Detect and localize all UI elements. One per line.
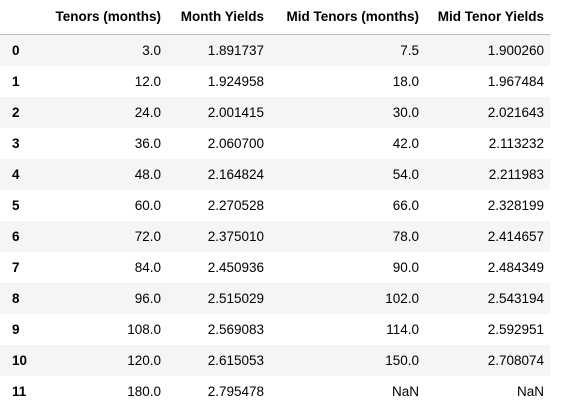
header-mid-tenors-months: Mid Tenors (months) xyxy=(270,0,425,35)
table-row: 0 3.0 1.891737 7.5 1.900260 xyxy=(0,34,550,66)
cell-mid-tenor: 30.0 xyxy=(392,105,419,120)
cell-month-yield: 1.891737 xyxy=(207,43,264,58)
cell-tenor: 36.0 xyxy=(134,136,161,151)
cell-mid-tenor-yield: 1.967484 xyxy=(487,74,544,89)
cell-mid-tenor-yield: 2.708074 xyxy=(487,353,544,368)
cell-mid-tenor: 114.0 xyxy=(386,322,419,337)
cell-mid-tenor: NaN xyxy=(391,384,419,399)
cell-month-yield: 2.569083 xyxy=(207,322,264,337)
cell-month-yield: 2.001415 xyxy=(207,105,264,120)
cell-mid-tenor: 54.0 xyxy=(392,167,419,182)
row-index: 9 xyxy=(12,322,20,337)
cell-month-yield: 2.515029 xyxy=(207,291,264,306)
cell-mid-tenor: 150.0 xyxy=(385,353,419,368)
row-index: 3 xyxy=(12,136,20,151)
table-row: 7 84.0 2.450936 90.0 2.484349 xyxy=(0,252,550,283)
cell-mid-tenor-yield: 2.021643 xyxy=(487,105,544,120)
cell-mid-tenor-yield: 2.484349 xyxy=(487,260,544,275)
cell-mid-tenor-yield: 2.211983 xyxy=(488,167,544,182)
table-row: 3 36.0 2.060700 42.0 2.113232 xyxy=(0,128,550,159)
row-index: 1 xyxy=(12,74,20,89)
table-row: 2 24.0 2.001415 30.0 2.021643 xyxy=(0,97,550,128)
table-row: 11 180.0 2.795478 NaN NaN xyxy=(0,376,550,407)
table-row: 6 72.0 2.375010 78.0 2.414657 xyxy=(0,221,550,252)
cell-tenor: 3.0 xyxy=(142,43,161,58)
cell-month-yield: 2.795478 xyxy=(207,384,264,399)
dataframe-table: Tenors (months) Month Yields Mid Tenors … xyxy=(0,0,550,407)
cell-tenor: 24.0 xyxy=(134,105,161,120)
cell-month-yield: 2.375010 xyxy=(207,229,264,244)
cell-mid-tenor-yield: 1.900260 xyxy=(487,43,544,58)
cell-month-yield: 2.164824 xyxy=(207,167,264,182)
cell-tenor: 180.0 xyxy=(127,384,161,399)
cell-mid-tenor-yield: 2.113232 xyxy=(488,136,544,151)
row-index: 4 xyxy=(12,167,20,182)
table-row: 4 48.0 2.164824 54.0 2.211983 xyxy=(0,159,550,190)
header-index xyxy=(0,0,42,35)
cell-month-yield: 2.450936 xyxy=(207,260,264,275)
cell-tenor: 108.0 xyxy=(127,322,161,337)
cell-month-yield: 2.270528 xyxy=(207,198,264,213)
cell-mid-tenor: 42.0 xyxy=(392,136,419,151)
cell-mid-tenor: 7.5 xyxy=(400,43,419,58)
row-index: 10 xyxy=(12,353,28,368)
table-row: 8 96.0 2.515029 102.0 2.543194 xyxy=(0,283,550,314)
cell-mid-tenor: 90.0 xyxy=(392,260,419,275)
cell-tenor: 96.0 xyxy=(134,291,161,306)
table-row: 10 120.0 2.615053 150.0 2.708074 xyxy=(0,345,550,376)
cell-tenor: 72.0 xyxy=(134,229,161,244)
header-month-yields: Month Yields xyxy=(167,0,270,35)
row-index: 0 xyxy=(12,43,20,58)
row-index: 5 xyxy=(12,198,20,213)
header-mid-tenor-yields: Mid Tenor Yields xyxy=(425,0,550,35)
cell-mid-tenor: 18.0 xyxy=(392,74,419,89)
cell-tenor: 120.0 xyxy=(127,353,161,368)
cell-mid-tenor-yield: 2.543194 xyxy=(487,291,544,306)
header-row: Tenors (months) Month Yields Mid Tenors … xyxy=(0,0,550,35)
row-index: 2 xyxy=(12,105,20,120)
cell-mid-tenor-yield: 2.328199 xyxy=(487,198,544,213)
cell-month-yield: 1.924958 xyxy=(207,74,264,89)
table-row: 1 12.0 1.924958 18.0 1.967484 xyxy=(0,66,550,97)
cell-mid-tenor-yield: NaN xyxy=(516,384,544,399)
table-row: 5 60.0 2.270528 66.0 2.328199 xyxy=(0,190,550,221)
cell-tenor: 60.0 xyxy=(134,198,161,213)
header-tenors-months: Tenors (months) xyxy=(42,0,167,35)
cell-tenor: 84.0 xyxy=(134,260,161,275)
table-body: 0 3.0 1.891737 7.5 1.900260 1 12.0 1.924958 18.0… xyxy=(0,34,550,407)
cell-tenor: 48.0 xyxy=(134,167,161,182)
row-index: 7 xyxy=(12,260,20,275)
row-index: 11 xyxy=(12,384,27,399)
cell-mid-tenor: 102.0 xyxy=(385,291,419,306)
cell-mid-tenor: 78.0 xyxy=(392,229,419,244)
table-header: Tenors (months) Month Yields Mid Tenors … xyxy=(0,0,550,35)
cell-mid-tenor-yield: 2.414657 xyxy=(487,229,544,244)
row-index: 6 xyxy=(12,229,20,244)
cell-mid-tenor-yield: 2.592951 xyxy=(487,322,544,337)
cell-tenor: 12.0 xyxy=(134,74,161,89)
cell-month-yield: 2.060700 xyxy=(207,136,264,151)
table-row: 9 108.0 2.569083 114.0 2.592951 xyxy=(0,314,550,345)
row-index: 8 xyxy=(12,291,20,306)
cell-month-yield: 2.615053 xyxy=(207,353,264,368)
cell-mid-tenor: 66.0 xyxy=(392,198,419,213)
